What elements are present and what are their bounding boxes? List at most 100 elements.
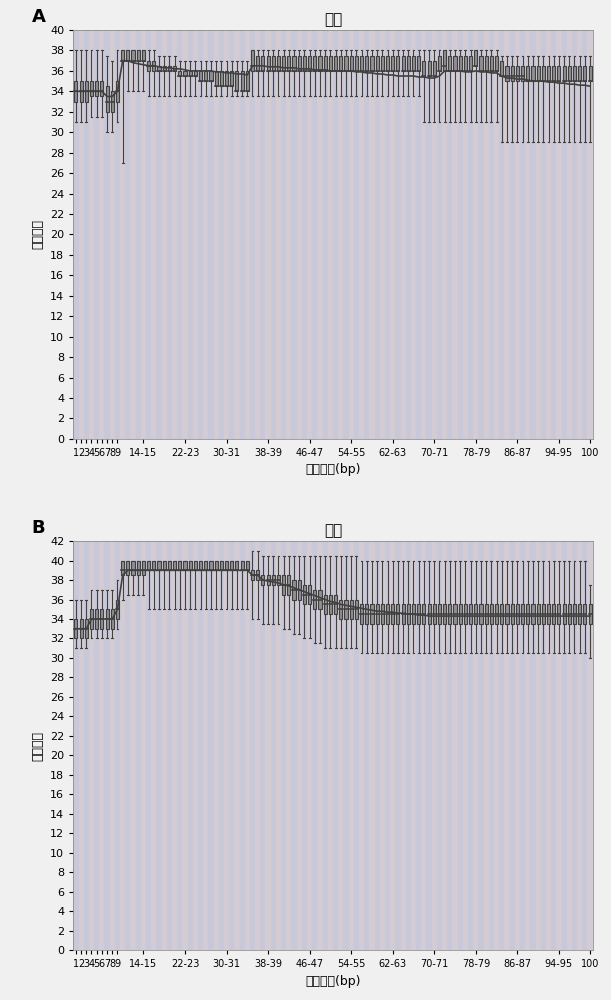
Bar xyxy=(272,575,275,585)
Bar xyxy=(329,595,332,614)
Bar xyxy=(308,585,311,604)
Bar xyxy=(364,541,369,950)
Bar xyxy=(485,56,488,71)
Bar xyxy=(391,604,394,624)
Bar xyxy=(431,541,437,950)
Bar xyxy=(203,541,208,950)
Bar xyxy=(189,561,192,570)
Bar xyxy=(343,30,348,439)
Bar xyxy=(168,561,171,570)
Bar xyxy=(463,541,468,950)
Bar xyxy=(192,30,198,439)
Bar xyxy=(158,66,161,71)
Bar xyxy=(303,56,306,71)
Bar xyxy=(431,30,437,439)
Bar xyxy=(177,541,182,950)
Bar xyxy=(510,541,514,950)
Bar xyxy=(578,604,581,624)
Bar xyxy=(510,30,514,439)
Bar xyxy=(412,604,415,624)
Bar xyxy=(376,56,379,71)
Bar xyxy=(297,541,302,950)
Bar xyxy=(240,30,244,439)
Bar xyxy=(354,30,359,439)
Bar xyxy=(379,30,385,439)
Bar xyxy=(433,61,436,76)
Bar xyxy=(582,541,587,950)
Bar xyxy=(452,30,458,439)
Bar xyxy=(442,541,447,950)
Bar xyxy=(582,30,587,439)
Bar xyxy=(478,30,483,439)
Bar xyxy=(390,30,395,439)
Bar xyxy=(95,609,98,629)
Bar xyxy=(225,71,228,86)
Bar xyxy=(116,600,119,619)
Bar xyxy=(152,61,155,71)
Bar xyxy=(147,61,150,71)
Bar xyxy=(433,604,436,624)
Bar xyxy=(567,541,572,950)
Bar xyxy=(458,30,463,439)
Bar xyxy=(464,56,467,71)
Bar xyxy=(111,609,114,629)
Bar xyxy=(73,541,78,950)
Bar xyxy=(151,541,156,950)
Bar xyxy=(375,30,379,439)
Bar xyxy=(397,604,400,624)
Bar xyxy=(468,541,473,950)
Bar xyxy=(272,56,275,71)
Bar xyxy=(260,541,265,950)
Bar xyxy=(504,541,510,950)
Bar xyxy=(173,66,176,71)
Bar xyxy=(163,561,166,570)
Bar xyxy=(438,56,441,71)
Bar xyxy=(291,541,296,950)
Bar xyxy=(141,30,146,439)
Bar xyxy=(530,541,535,950)
Bar xyxy=(536,66,540,81)
Bar xyxy=(406,30,411,439)
Bar xyxy=(406,541,411,950)
Bar xyxy=(514,541,520,950)
Bar xyxy=(265,30,271,439)
Bar xyxy=(483,30,489,439)
Bar xyxy=(546,541,551,950)
Bar xyxy=(199,71,202,81)
Bar xyxy=(111,91,114,112)
Bar xyxy=(241,561,244,570)
Bar xyxy=(567,30,572,439)
Bar xyxy=(99,541,104,950)
Bar xyxy=(146,541,152,950)
Bar xyxy=(293,56,296,71)
Bar xyxy=(99,30,104,439)
Y-axis label: 质量分布: 质量分布 xyxy=(32,731,45,761)
Bar xyxy=(551,30,556,439)
Bar xyxy=(203,30,208,439)
Bar xyxy=(106,86,109,112)
Bar xyxy=(78,30,84,439)
Bar xyxy=(511,66,514,81)
Bar xyxy=(463,30,468,439)
Bar xyxy=(142,50,145,61)
Bar xyxy=(178,71,181,76)
Bar xyxy=(400,541,406,950)
Bar xyxy=(100,609,103,629)
Bar xyxy=(110,541,115,950)
Bar xyxy=(324,595,327,614)
Text: A: A xyxy=(32,8,46,26)
Bar xyxy=(421,30,426,439)
Bar xyxy=(246,561,249,570)
Bar xyxy=(588,541,593,950)
Bar xyxy=(318,590,321,609)
Bar xyxy=(520,541,525,950)
Bar xyxy=(208,541,214,950)
Bar xyxy=(104,30,110,439)
Bar xyxy=(131,50,134,61)
Bar xyxy=(323,541,327,950)
Bar xyxy=(271,541,276,950)
Bar xyxy=(411,30,416,439)
Bar xyxy=(459,604,462,624)
Bar xyxy=(447,30,452,439)
Bar xyxy=(250,30,255,439)
